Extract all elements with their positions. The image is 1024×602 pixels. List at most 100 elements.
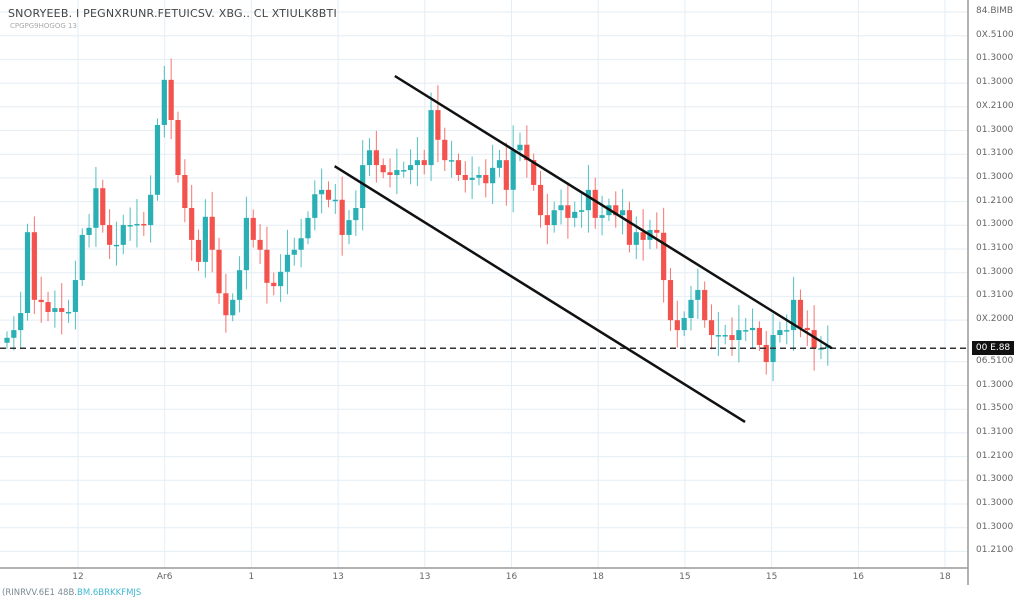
candle-up [230,299,236,316]
price-tick-label: 01.3000 [976,521,1014,532]
candle-down [537,184,544,216]
candle-down [182,175,188,208]
candle-down [613,205,619,216]
candle-up [202,216,208,262]
current-price-tag: 00 E.88 [972,341,1014,355]
candle-down [626,210,633,245]
price-tick-label: 01.3500 [976,403,1014,414]
candle-up [4,337,10,343]
time-tick-label: 16 [852,572,865,582]
time-tick-label: 13 [419,572,431,582]
time-tick-label: 15 [679,572,691,582]
candle-up [18,313,24,331]
price-tick-label: 01.3000 [976,77,1014,88]
price-tick-label: 01.2100 [976,195,1014,206]
candle-down [339,199,345,235]
time-tick-label: 1 [248,572,255,582]
time-tick-label: 18 [592,572,604,582]
candle-up [154,124,161,195]
candle-down [702,289,708,321]
price-tick-label: 01.3000 [976,171,1014,182]
candle-up [578,210,585,212]
candle-up [551,210,557,226]
candle-up [784,330,790,332]
price-tick-label: 06.5100 [976,355,1014,366]
candle-up [332,199,338,202]
time-tick-label: Ar6 [156,572,173,582]
candle-up [305,217,311,239]
candle-down [811,330,817,349]
candle-down [524,144,530,161]
candle-down [421,160,427,166]
candle-up [490,167,496,184]
price-tick-label: 01.3100 [976,426,1014,437]
candle-up [148,194,154,226]
price-tick-label: 01.3100 [976,290,1014,301]
candle-up [695,289,701,300]
candle-up [688,299,694,318]
lower-channel-trendline [333,165,746,424]
candle-down [654,230,660,233]
candle-up [72,280,78,312]
candle-up [428,110,434,166]
upper-channel-trendline [394,74,833,350]
time-tick-label: 13 [332,572,344,582]
time-tick-label: 15 [765,572,778,582]
candle-up [79,234,85,281]
price-tick-label: 01.2100 [976,545,1014,556]
chart-title: SNORYEEB. I PEGNXRUNR.FETUICSV. XBG.. CL… [8,7,337,20]
candle-down [462,175,468,180]
candle-down [59,308,65,312]
candle-up [401,170,407,172]
candle-up [86,227,92,235]
candle-down [325,189,332,200]
candle-up [599,215,605,218]
candle-down [387,172,393,175]
price-tick-label: 01.3000 [976,498,1014,508]
candle-up [353,208,359,221]
candle-up [476,175,482,178]
candle-up [11,330,17,338]
candle-up [585,189,591,211]
candle-up [558,205,564,211]
candle-down [435,110,441,140]
candle-up [127,225,133,227]
candle-up [736,330,742,340]
candle-down [216,249,222,294]
candle-up [278,271,284,287]
candle-down [100,188,106,226]
candle-up [414,160,420,166]
candle-up [243,217,249,271]
price-tick-label: 0X.5100 [976,29,1014,40]
candle-up [469,177,475,180]
candle-down [565,205,571,218]
price-tick-label: 01.2100 [976,450,1014,461]
candle-down [674,320,680,331]
candle-up [24,232,31,314]
candle-up [743,330,749,332]
candle-up [749,327,756,331]
price-tick-label: 01.3000 [976,379,1014,390]
candle-up [298,238,304,250]
candle-up [722,335,728,337]
price-tick-label: 0X.2000 [976,314,1014,325]
footer-status: (RINRVV.6E1 48B.BM.6BRKKFMJS [2,588,141,598]
candle-up [284,254,291,272]
candle-up [449,160,455,162]
candle-up [113,244,120,247]
candle-down [503,160,509,190]
candle-down [31,232,37,300]
candle-down [380,165,386,173]
candle-down [544,215,550,226]
candle-down [209,216,215,250]
time-tick-label: 12 [72,572,84,582]
candle-up [394,170,400,175]
candle-up [93,188,99,228]
candle-down [455,160,462,175]
candle-down [189,208,195,240]
candle-up [360,165,366,208]
candle-down [756,327,762,345]
candle-up [346,220,352,235]
candle-down [195,239,202,262]
